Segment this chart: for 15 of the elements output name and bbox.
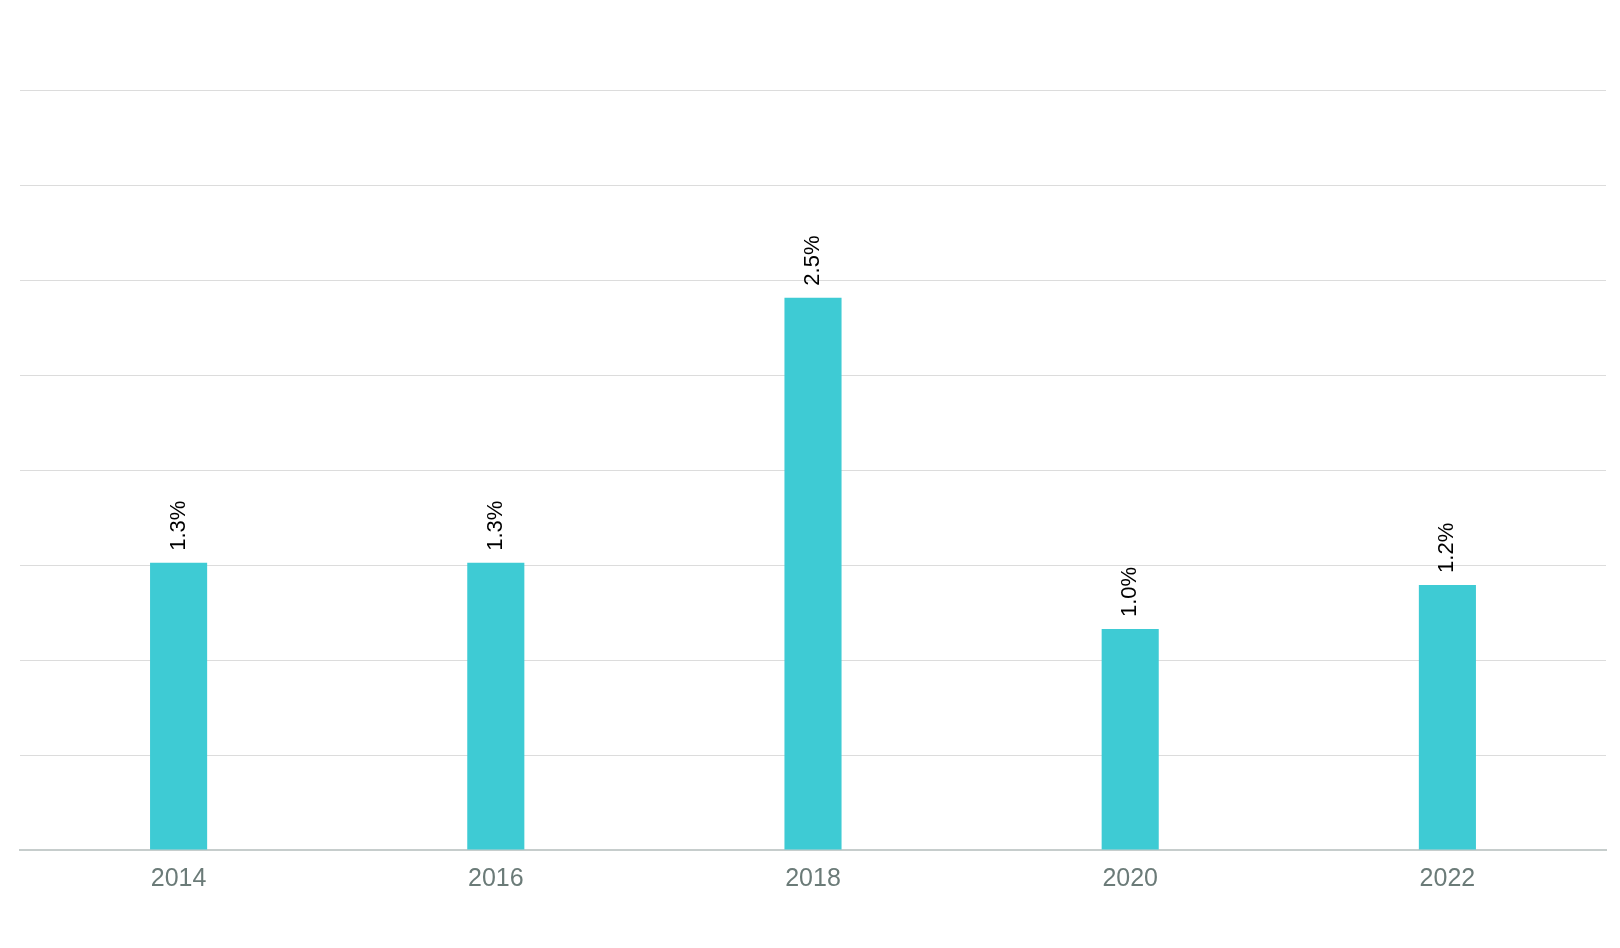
data-label: 2.5% <box>799 235 825 286</box>
data-label: 1.3% <box>481 500 507 551</box>
data-label: 1.3% <box>164 500 190 551</box>
bar <box>784 297 842 850</box>
x-tick-label: 2014 <box>150 862 207 891</box>
x-tick-label: 2016 <box>467 862 524 891</box>
bar <box>1418 584 1476 850</box>
x-tick-label: 2020 <box>1102 862 1159 891</box>
data-label: 1.0% <box>1116 566 1142 618</box>
bar <box>150 562 208 850</box>
x-tick-label: 2022 <box>1419 862 1476 891</box>
bar <box>1101 629 1159 850</box>
bar <box>467 562 525 850</box>
x-tick-label: 2018 <box>785 862 841 891</box>
data-label: 1.2% <box>1433 522 1459 573</box>
